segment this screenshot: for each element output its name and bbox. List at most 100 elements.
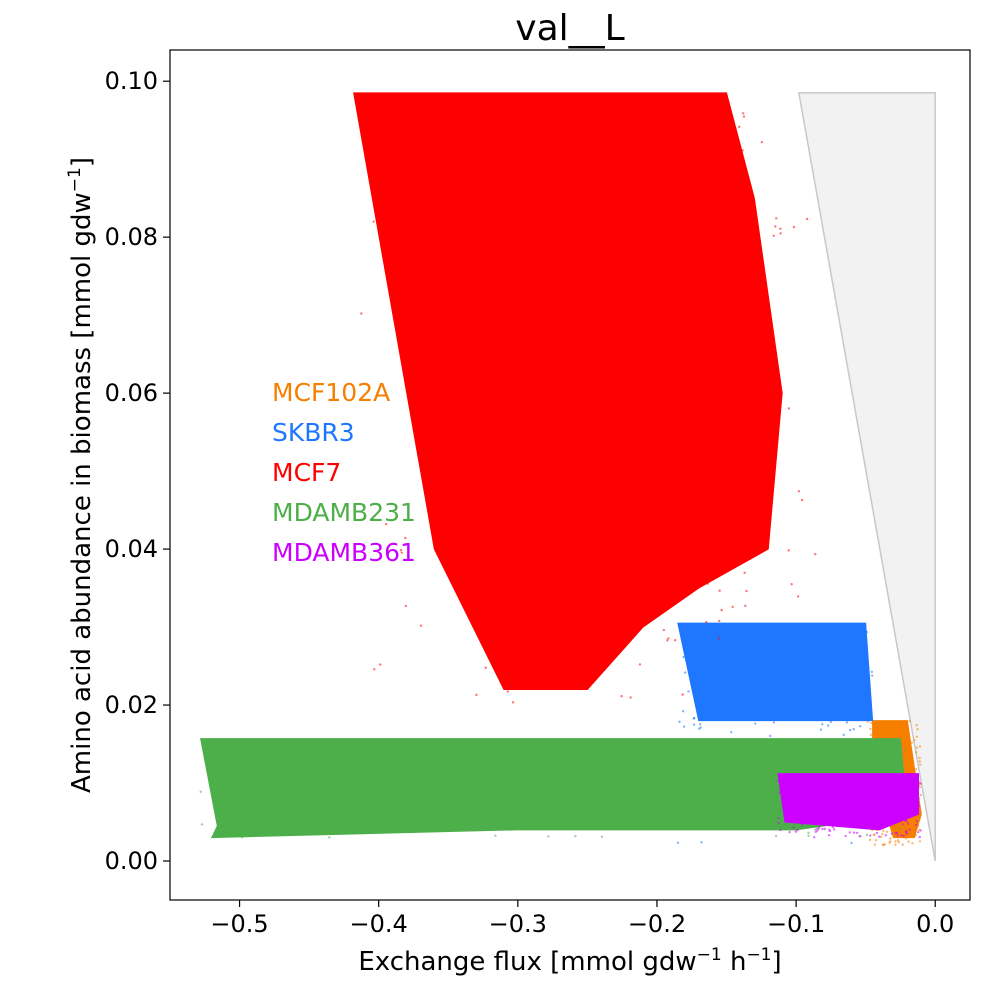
data-point [852,728,855,731]
data-point [906,822,910,825]
data-point [900,834,903,837]
data-point [916,728,919,731]
data-point [681,710,685,713]
y-tick-label: 0.00 [105,847,158,875]
data-point [600,835,604,838]
data-point [200,823,204,826]
data-point [914,834,917,837]
legend-entry-skbr3: SKBR3 [272,418,355,447]
data-point [731,605,734,609]
data-point [823,827,827,831]
data-point [918,756,921,760]
data-point [868,838,872,842]
data-point [673,639,677,642]
data-point [918,745,922,748]
series-mdamb231 [199,738,908,839]
data-point [760,140,764,144]
x-tick-label: −0.2 [628,910,686,938]
data-point [199,790,202,794]
data-point [419,624,423,627]
data-point [475,693,478,697]
data-point [910,741,914,744]
data-point [774,225,777,228]
data-point [720,608,723,612]
data-point [917,830,920,834]
data-point [745,589,748,593]
data-point [855,831,859,835]
data-point [574,835,577,838]
x-axis-label: Exchange flux [mmol gdw−1 h−1] [358,945,781,977]
data-point [775,217,778,220]
data-point [699,726,702,729]
data-point [240,836,244,839]
plot-frame [169,49,971,901]
data-point [919,763,922,766]
data-point [916,824,920,827]
data-point [917,804,921,808]
data-point [807,831,810,834]
data-point [915,735,918,738]
data-point [777,816,780,820]
data-point [730,730,733,734]
data-point [506,690,510,693]
data-point [787,407,791,410]
data-point [821,827,824,831]
data-point [705,620,708,624]
data-point [908,828,911,831]
data-point [894,840,897,843]
data-point [870,670,874,674]
data-point [905,819,908,823]
data-point [852,831,856,834]
x-tick-label: −0.4 [350,910,408,938]
data-point [379,663,382,666]
data-point [805,217,809,221]
y-axis-label: Amino acid abundance in biomass [mmol gd… [65,157,97,793]
data-point [918,760,921,763]
legend-entry-mdamb361: MDAMB361 [272,538,416,567]
data-point [871,674,874,677]
data-point [741,112,745,115]
data-point [404,536,407,540]
data-point [797,490,801,493]
data-point [849,728,852,732]
data-point [638,663,642,666]
feasible-region [797,92,936,862]
data-point [372,220,375,223]
data-point [881,832,884,836]
data-point [821,723,824,726]
data-point [889,840,892,843]
data-point [869,727,872,731]
data-point [681,693,684,696]
data-point [754,722,757,725]
data-point [904,748,907,751]
data-point [768,734,772,738]
data-point [360,312,363,315]
data-point [848,831,851,834]
data-point [859,835,862,838]
data-point [898,827,902,830]
data-point [676,841,680,844]
data-point [813,828,817,831]
data-point [779,227,782,230]
data-point [813,835,816,839]
data-point [816,829,819,832]
data-point [872,833,876,837]
data-point [874,838,878,842]
series-area [677,622,874,722]
data-point [547,835,550,838]
data-point [829,720,833,724]
y-tick-label: 0.10 [105,67,158,95]
series-area [777,773,920,831]
data-point [818,825,821,829]
series-mcf7 [353,92,817,704]
data-point [737,125,741,129]
data-point [796,828,799,832]
data-point [328,836,331,839]
data-point [629,696,632,699]
data-point [484,666,487,669]
data-point [687,690,690,693]
data-point [901,823,904,826]
y-axis: 0.00 0.02 0.04 0.06 0.08 0.10 [105,67,170,875]
x-tick-label: −0.3 [489,910,547,938]
